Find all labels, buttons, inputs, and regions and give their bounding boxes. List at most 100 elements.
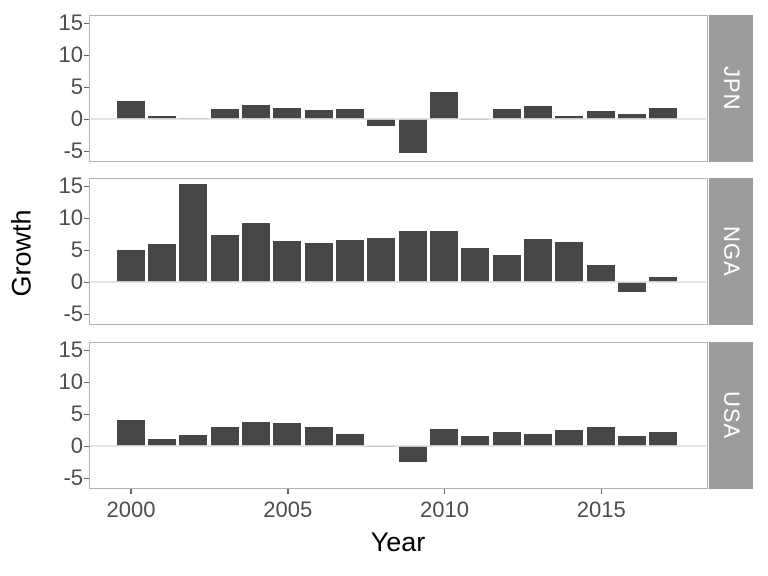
bar-nga-2001 <box>147 244 176 282</box>
y-tick-label: 0 <box>70 106 83 132</box>
bar-jpn-2010 <box>430 91 458 119</box>
bar-nga-2017 <box>649 276 678 282</box>
y-tick-mark <box>84 185 89 188</box>
x-tick-label: 2000 <box>106 497 156 522</box>
bar-jpn-2015 <box>586 111 615 119</box>
bar-usa-2017 <box>649 431 678 446</box>
bar-jpn-2003 <box>210 109 239 119</box>
zero-gridline <box>90 444 706 448</box>
bar-nga-2015 <box>586 264 615 282</box>
bar-nga-2004 <box>241 222 270 282</box>
y-tick-mark <box>84 413 89 416</box>
bar-usa-2012 <box>492 431 521 446</box>
bar-jpn-2014 <box>555 116 584 119</box>
bar-jpn-2007 <box>335 108 364 119</box>
bar-jpn-2008 <box>367 118 396 126</box>
x-tick-label: 2015 <box>576 497 626 522</box>
x-tick-label: 2010 <box>420 497 469 522</box>
y-tick-mark <box>84 217 89 220</box>
bar-usa-2003 <box>210 427 239 446</box>
bar-usa-2004 <box>241 421 270 446</box>
y-tick-label: 10 <box>58 42 83 68</box>
bar-usa-2002 <box>179 434 208 446</box>
bar-nga-2009 <box>398 230 427 282</box>
y-tick-label: 15 <box>58 10 83 36</box>
y-tick-mark <box>84 477 89 480</box>
x-tick-mark <box>130 489 132 494</box>
bar-nga-2005 <box>273 240 302 282</box>
facet-strip-jpn: JPN <box>709 15 753 162</box>
facet-strip-label: USA <box>719 391 744 440</box>
y-tick-label: 15 <box>58 173 83 199</box>
bar-usa-2001 <box>147 439 176 446</box>
bar-usa-2014 <box>555 429 584 446</box>
y-axis-title: Growth <box>6 209 37 297</box>
bar-jpn-2004 <box>241 104 270 119</box>
bar-usa-2005 <box>273 423 302 446</box>
x-tick-label: 2005 <box>263 497 313 522</box>
bar-jpn-2001 <box>147 116 176 119</box>
y-tick-label: 10 <box>58 369 83 395</box>
bar-usa-2007 <box>335 433 364 446</box>
bar-usa-2015 <box>586 427 615 446</box>
bar-nga-2000 <box>116 249 145 282</box>
y-tick-label: 15 <box>58 337 83 363</box>
facet-strip-label: JPN <box>719 66 744 111</box>
facet-strip-label: NGA <box>719 226 744 277</box>
y-tick-label: 5 <box>70 74 83 100</box>
y-tick-mark <box>84 281 89 284</box>
y-tick-label: -5 <box>63 301 83 327</box>
facet-panel-jpn <box>89 15 708 162</box>
y-tick-label: 10 <box>58 205 83 231</box>
bar-nga-2011 <box>461 247 490 282</box>
bar-nga-2013 <box>524 238 553 282</box>
bar-jpn-2012 <box>492 109 521 119</box>
bar-usa-2006 <box>304 427 333 446</box>
y-tick-mark <box>84 249 89 252</box>
bar-usa-2000 <box>116 419 145 446</box>
y-tick-mark <box>84 150 89 153</box>
zero-gridline <box>90 117 706 121</box>
zero-gridline <box>90 280 706 284</box>
bar-jpn-2016 <box>618 113 647 119</box>
y-tick-mark <box>84 54 89 57</box>
y-tick-mark <box>84 381 89 384</box>
y-tick-label: -5 <box>63 465 83 491</box>
bar-usa-2009 <box>398 445 427 462</box>
y-tick-mark <box>84 349 89 352</box>
bar-usa-2011 <box>461 435 490 446</box>
facet-strip-usa: USA <box>709 342 753 489</box>
y-tick-mark <box>84 313 89 316</box>
bar-nga-2003 <box>210 235 239 282</box>
y-tick-label: 5 <box>70 401 83 427</box>
bar-usa-2010 <box>430 429 458 446</box>
bar-jpn-2005 <box>273 107 302 119</box>
bar-usa-2016 <box>618 435 647 446</box>
bar-jpn-2009 <box>398 118 427 154</box>
x-tick-mark <box>287 489 289 494</box>
x-axis-title: Year <box>370 527 426 557</box>
bar-jpn-2006 <box>304 109 333 119</box>
bar-nga-2016 <box>618 281 647 293</box>
y-tick-label: 5 <box>70 237 83 263</box>
bar-nga-2010 <box>430 230 458 282</box>
facet-panel-nga <box>89 178 708 325</box>
facet-strip-nga: NGA <box>709 178 753 325</box>
x-tick-mark <box>600 489 602 494</box>
x-tick-mark <box>443 489 446 494</box>
bar-jpn-2000 <box>116 100 145 119</box>
y-tick-mark <box>84 86 89 89</box>
y-tick-mark <box>84 22 89 25</box>
y-tick-mark <box>84 118 89 121</box>
bar-nga-2014 <box>555 241 584 282</box>
y-tick-label: -5 <box>63 138 83 164</box>
y-tick-mark <box>84 445 89 448</box>
bar-nga-2007 <box>335 239 364 282</box>
y-tick-label: 0 <box>70 269 83 295</box>
bar-nga-2006 <box>304 242 333 282</box>
facet-panel-usa <box>89 342 708 489</box>
bar-nga-2008 <box>367 238 396 282</box>
bar-nga-2002 <box>179 183 208 282</box>
bar-nga-2012 <box>492 254 521 282</box>
